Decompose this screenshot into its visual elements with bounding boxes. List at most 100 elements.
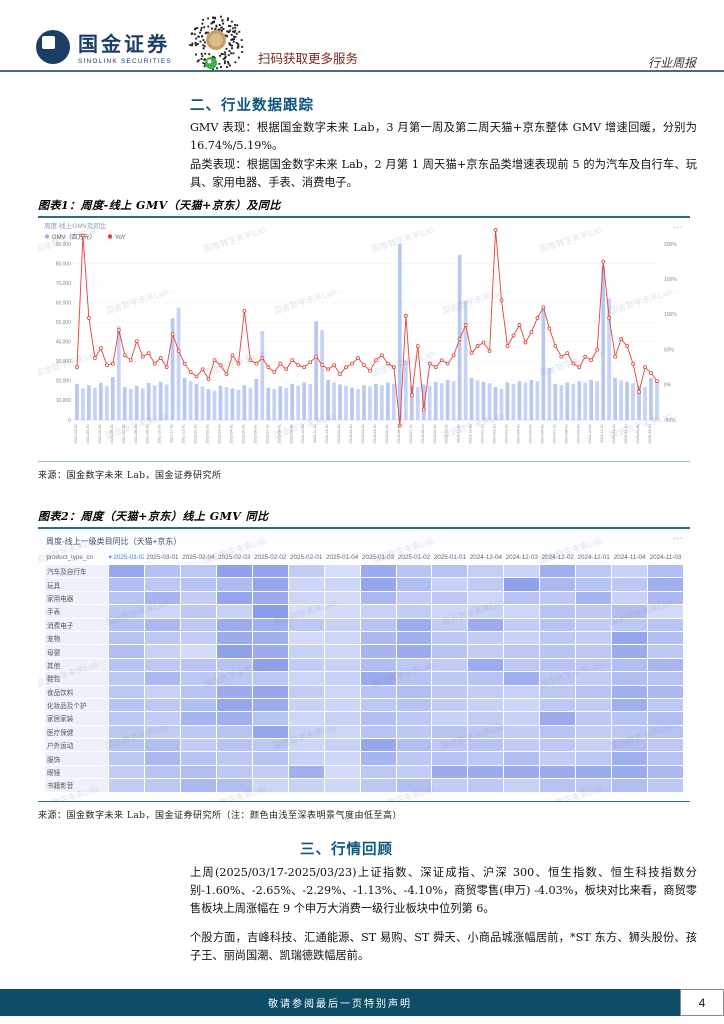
heatmap-column-header[interactable]: 2024-11-04 (613, 554, 646, 561)
heatmap-row-label: 消费电子 (44, 617, 109, 632)
heatmap-cell (395, 563, 433, 579)
heatmap-cell (323, 724, 361, 740)
heatmap-cell (647, 697, 684, 713)
heatmap-cell (108, 617, 145, 632)
heatmap-column-header[interactable]: 2024-12-03 (505, 554, 538, 561)
heatmap-column-header[interactable]: 2025-02-03 (218, 554, 251, 561)
heatmap-column-header[interactable]: 2024-12-02 (541, 554, 574, 561)
heatmap-cell (647, 711, 684, 726)
heatmap-row: 宠物 (44, 630, 684, 646)
heatmap-cell (611, 697, 649, 713)
heatmap-cell (575, 657, 613, 673)
heatmap-cell (431, 657, 469, 673)
heatmap-cell (431, 590, 469, 606)
heatmap-cell (359, 711, 397, 726)
heatmap-cell (575, 644, 613, 659)
section-title-industry-data: 二、行业数据跟踪 (190, 98, 314, 114)
heatmap-row: 鞋包 (44, 671, 684, 686)
heatmap-cell (251, 657, 289, 673)
heatmap-cell (179, 577, 217, 592)
page-footer: 敬请参阅最后一页特别声明 4 (0, 989, 724, 1016)
svg-text:2024-08-01: 2024-08-01 (564, 424, 568, 443)
svg-text:2024-04-01: 2024-04-01 (516, 424, 520, 443)
heatmap-corner-header: product_type_cn (46, 554, 94, 561)
heatmap-column-header[interactable]: 2025-02-04 (182, 554, 215, 561)
heatmap-cell (467, 684, 505, 699)
svg-text:2021-04-01: 2021-04-01 (86, 424, 90, 443)
svg-text:2022-06-01: 2022-06-01 (253, 424, 257, 443)
heatmap-cell (287, 630, 325, 646)
heatmap-cell (647, 563, 684, 579)
heatmap-cell (575, 671, 613, 686)
heatmap-cell (215, 764, 253, 780)
heatmap-cell (359, 671, 397, 686)
svg-text:YoY: YoY (115, 235, 126, 241)
heatmap-cell (431, 738, 469, 753)
heatmap-cell (323, 778, 361, 793)
heatmap-cell (647, 617, 684, 632)
footer-disclaimer: 敬请参阅最后一页特别声明 (0, 989, 680, 1016)
svg-text:2024-12-01: 2024-12-01 (612, 424, 616, 443)
heatmap-column-header[interactable]: 2025-01-01 (433, 554, 467, 561)
heatmap-cell (287, 617, 325, 632)
heatmap-column-header[interactable]: 2025-01-04 (325, 554, 359, 561)
svg-text:2024-09-01: 2024-09-01 (576, 424, 580, 443)
heatmap-cell (215, 684, 253, 699)
figure1-source: 来源：国金数字未来 Lab，国金证券研究所 (38, 471, 222, 481)
heatmap-column-header[interactable]: 2025-01-02 (397, 554, 431, 561)
heatmap-column-header[interactable]: 2025-02-02 (254, 554, 287, 561)
heatmap-cell (108, 644, 145, 659)
svg-text:0: 0 (68, 418, 71, 424)
heatmap-cell (503, 684, 541, 699)
heatmap-cell (503, 697, 541, 713)
heatmap-cell (503, 711, 541, 726)
heatmap-column-header[interactable]: 2025-02-01 (290, 554, 323, 561)
svg-text:0%: 0% (664, 383, 672, 389)
heatmap-cell (359, 617, 397, 632)
heatmap-column-header[interactable]: 2024-12-04 (469, 554, 502, 561)
svg-text:70,000: 70,000 (56, 281, 72, 287)
gmv-bar-line-chart: 周度-线上GMV及同比 GMV（百万元） YoY 0 10,000 20,000 30,00… (44, 221, 677, 443)
heatmap-column-header[interactable]: 2025-01-03 (361, 554, 395, 561)
heatmap-cell (395, 604, 433, 619)
heatmap-column-header[interactable]: 2025-03-01 (146, 554, 179, 561)
heatmap-column-header[interactable]: 2024-11-03 (649, 554, 682, 561)
heatmap-cell (575, 604, 613, 619)
stock-performance-paragraph: 个股方面，吉峰科技、汇通能源、ST 易购、ST 舜天、小商品城涨幅居前，*ST … (190, 931, 697, 963)
heatmap-row: 其他 (44, 657, 684, 673)
heatmap-cell (108, 563, 145, 579)
heatmap-cell (251, 738, 289, 753)
heatmap-cell (108, 724, 145, 740)
heatmap-cell (467, 657, 505, 673)
heatmap-row-label: 食品饮料 (44, 684, 109, 699)
figure1-caption: 图表1：周度-线上 GMV（天猫+京东）及同比 (38, 199, 281, 212)
heatmap-cell (611, 590, 649, 606)
heatmap-cell (323, 617, 361, 632)
figure2-source: 来源：国金数字未来 Lab，国金证券研究所（注：颜色由浅至深表明景气度由低至高） (38, 811, 402, 822)
heatmap-cell (251, 563, 289, 579)
heatmap-cell (395, 617, 433, 632)
heatmap-more-button[interactable]: … (673, 531, 684, 542)
heatmap-cell (143, 778, 181, 793)
heatmap-cell (503, 604, 541, 619)
heatmap-row-label: 母婴 (44, 644, 109, 659)
heatmap-cell (395, 657, 433, 673)
svg-text:2025-01-01: 2025-01-01 (624, 424, 628, 443)
heatmap-cell (431, 751, 469, 766)
svg-text:2021-11-01: 2021-11-01 (170, 424, 174, 443)
heatmap-cell (287, 764, 325, 780)
category-heatmap: product_type_cn ▾ 2025-03-02 2025-03-01 202… (44, 551, 684, 793)
heatmap-cell (647, 778, 684, 793)
heatmap-column-header[interactable]: 2024-12-01 (577, 554, 610, 561)
heatmap-cell (179, 604, 217, 619)
heatmap-column-header[interactable]: ▾ 2025-03-02 (108, 554, 145, 561)
svg-text:2023-05-01: 2023-05-01 (385, 424, 389, 443)
heatmap-cell (143, 751, 181, 766)
heatmap-cell (539, 764, 577, 780)
report-type-label: 行业周报 (647, 56, 696, 70)
heatmap-cell (431, 764, 469, 780)
svg-text:2023-04-01: 2023-04-01 (373, 424, 377, 443)
heatmap-cell (539, 697, 577, 713)
heatmap-cell (539, 684, 577, 699)
chart1-more-button[interactable]: … (673, 220, 684, 231)
